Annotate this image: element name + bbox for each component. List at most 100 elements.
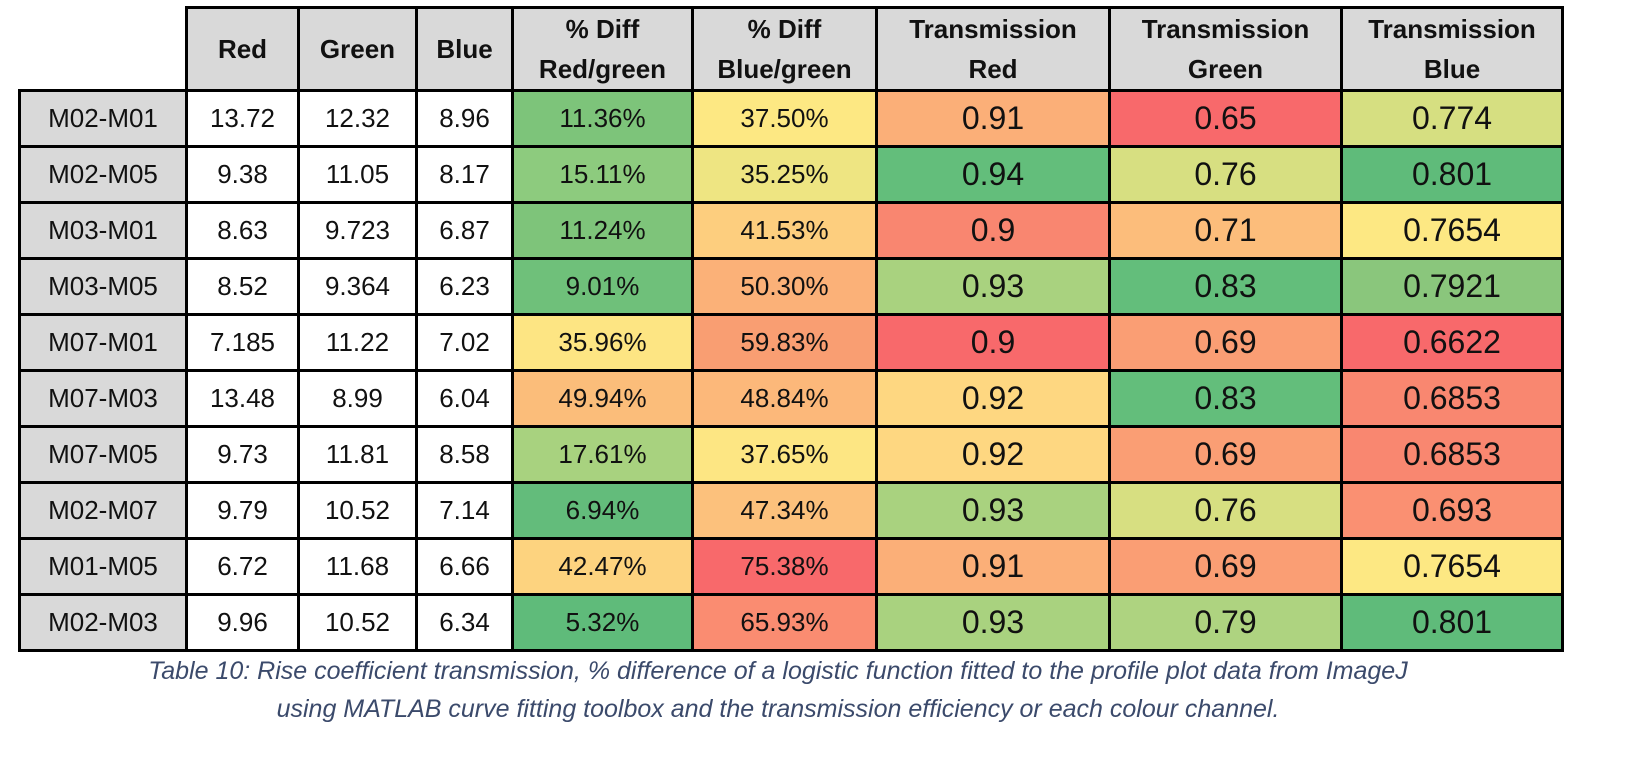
cell-transmission-green: 0.83 [1108,369,1343,428]
cell-green: 12.32 [297,89,418,148]
cell-diff-blue-green: 65.93% [691,593,878,652]
cell-blue: 8.17 [415,145,514,204]
row-label: M03-M01 [18,201,188,260]
cell-blue: 6.87 [415,201,514,260]
cell-green: 9.723 [297,201,418,260]
table-row: M07-M03 13.48 8.99 6.04 49.94% 48.84% 0.… [18,369,1564,428]
cell-green: 8.99 [297,369,418,428]
cell-blue: 6.23 [415,257,514,316]
cell-transmission-green: 0.69 [1108,425,1343,484]
header-blue: Blue [415,6,514,92]
row-label: M03-M05 [18,257,188,316]
cell-transmission-blue: 0.801 [1340,593,1564,652]
cell-diff-red-green: 11.36% [511,89,694,148]
cell-transmission-blue: 0.7654 [1340,537,1564,596]
cell-transmission-red: 0.92 [875,425,1111,484]
cell-diff-red-green: 42.47% [511,537,694,596]
caption-line-2: using MATLAB curve fitting toolbox and t… [276,695,1280,723]
cell-transmission-green: 0.79 [1108,593,1343,652]
cell-diff-blue-green: 41.53% [691,201,878,260]
cell-blue: 8.58 [415,425,514,484]
cell-diff-red-green: 35.96% [511,313,694,372]
cell-blue: 6.34 [415,593,514,652]
cell-transmission-blue: 0.693 [1340,481,1564,540]
header-diff-red-green: % Diff Red/green [511,6,694,92]
cell-transmission-blue: 0.7921 [1340,257,1564,316]
header-transmission-blue: Transmission Blue [1340,6,1564,92]
cell-red: 9.79 [185,481,300,540]
cell-blue: 7.14 [415,481,514,540]
table-row: M02-M03 9.96 10.52 6.34 5.32% 65.93% 0.9… [18,593,1564,652]
cell-transmission-red: 0.9 [875,313,1111,372]
cell-red: 9.73 [185,425,300,484]
cell-red: 8.52 [185,257,300,316]
row-label: M01-M05 [18,537,188,596]
cell-red: 9.96 [185,593,300,652]
row-label: M02-M01 [18,89,188,148]
header-green: Green [297,6,418,92]
table-caption: Table 10: Rise coefficient transmission,… [18,652,1538,728]
cell-diff-red-green: 11.24% [511,201,694,260]
cell-diff-blue-green: 47.34% [691,481,878,540]
cell-red: 6.72 [185,537,300,596]
header-transmission-green: Transmission Green [1108,6,1343,92]
cell-transmission-green: 0.71 [1108,201,1343,260]
cell-transmission-blue: 0.774 [1340,89,1564,148]
table-row: M02-M05 9.38 11.05 8.17 15.11% 35.25% 0.… [18,145,1564,204]
cell-green: 9.364 [297,257,418,316]
cell-red: 9.38 [185,145,300,204]
cell-transmission-blue: 0.6853 [1340,369,1564,428]
header-diff-blue-green: % Diff Blue/green [691,6,878,92]
cell-red: 13.72 [185,89,300,148]
cell-transmission-red: 0.93 [875,593,1111,652]
cell-transmission-red: 0.9 [875,201,1111,260]
table-row: M03-M05 8.52 9.364 6.23 9.01% 50.30% 0.9… [18,257,1564,316]
cell-blue: 7.02 [415,313,514,372]
cell-transmission-green: 0.69 [1108,313,1343,372]
row-label: M02-M03 [18,593,188,652]
cell-blue: 6.04 [415,369,514,428]
cell-green: 10.52 [297,593,418,652]
cell-diff-blue-green: 59.83% [691,313,878,372]
cell-transmission-blue: 0.6853 [1340,425,1564,484]
cell-transmission-blue: 0.6622 [1340,313,1564,372]
row-label: M07-M05 [18,425,188,484]
cell-green: 10.52 [297,481,418,540]
cell-red: 7.185 [185,313,300,372]
cell-transmission-red: 0.92 [875,369,1111,428]
row-label: M02-M07 [18,481,188,540]
rise-coefficient-table: Red Green Blue % Diff Red/green % Diff B… [18,6,1564,652]
cell-transmission-red: 0.91 [875,537,1111,596]
table-row: M02-M07 9.79 10.52 7.14 6.94% 47.34% 0.9… [18,481,1564,540]
cell-diff-red-green: 5.32% [511,593,694,652]
cell-green: 11.05 [297,145,418,204]
cell-diff-red-green: 9.01% [511,257,694,316]
cell-diff-red-green: 6.94% [511,481,694,540]
cell-blue: 6.66 [415,537,514,596]
cell-transmission-red: 0.91 [875,89,1111,148]
cell-transmission-green: 0.76 [1108,481,1343,540]
cell-diff-blue-green: 37.50% [691,89,878,148]
cell-diff-blue-green: 37.65% [691,425,878,484]
table-row: M07-M05 9.73 11.81 8.58 17.61% 37.65% 0.… [18,425,1564,484]
cell-red: 13.48 [185,369,300,428]
cell-transmission-blue: 0.7654 [1340,201,1564,260]
cell-diff-red-green: 17.61% [511,425,694,484]
row-label: M07-M01 [18,313,188,372]
cell-transmission-red: 0.93 [875,257,1111,316]
cell-transmission-green: 0.65 [1108,89,1343,148]
cell-transmission-green: 0.69 [1108,537,1343,596]
cell-diff-blue-green: 35.25% [691,145,878,204]
header-red: Red [185,6,300,92]
cell-transmission-red: 0.93 [875,481,1111,540]
cell-transmission-green: 0.76 [1108,145,1343,204]
cell-transmission-blue: 0.801 [1340,145,1564,204]
cell-diff-red-green: 15.11% [511,145,694,204]
cell-green: 11.81 [297,425,418,484]
table-row: M01-M05 6.72 11.68 6.66 42.47% 75.38% 0.… [18,537,1564,596]
cell-diff-blue-green: 50.30% [691,257,878,316]
header-row: Red Green Blue % Diff Red/green % Diff B… [19,6,1564,92]
header-transmission-red: Transmission Red [875,6,1111,92]
table-row: M03-M01 8.63 9.723 6.87 11.24% 41.53% 0.… [18,201,1564,260]
cell-diff-blue-green: 75.38% [691,537,878,596]
